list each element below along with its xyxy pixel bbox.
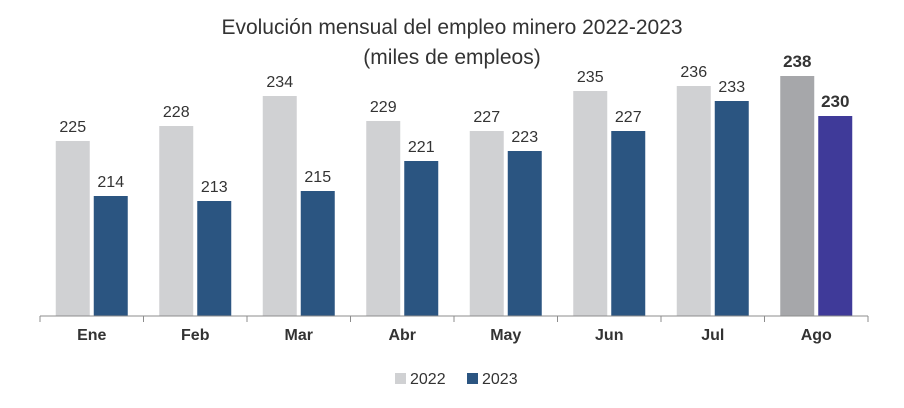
legend: 2022 2023 xyxy=(395,371,518,388)
chart-subtitle: (miles de empleos) xyxy=(363,46,540,69)
x-tick-label-jun: Jun xyxy=(595,327,623,344)
data-label-2022-jun: 235 xyxy=(577,69,604,86)
bar-2023-jun xyxy=(611,131,646,316)
bar-2022-feb xyxy=(159,126,194,316)
x-tick-label-mar: Mar xyxy=(285,327,313,344)
legend-label-2023: 2023 xyxy=(482,371,518,388)
data-label-2022-ene: 225 xyxy=(59,119,86,136)
x-axis: Ene Feb Mar Abr May Jun Jul Ago xyxy=(39,315,869,344)
bar-2022-abr xyxy=(366,121,401,316)
x-tick-label-jul: Jul xyxy=(701,327,724,344)
bar-2022-may xyxy=(469,131,504,316)
data-label-2023-feb: 213 xyxy=(201,179,228,196)
bar-2023-abr xyxy=(404,161,439,316)
x-tick-label-ene: Ene xyxy=(77,327,106,344)
bar-2022-mar xyxy=(262,96,297,316)
bar-2022-ago xyxy=(780,76,815,316)
bar-2023-feb xyxy=(197,201,232,316)
bar-2023-ago xyxy=(818,116,853,316)
bar-2023-ene xyxy=(93,196,128,316)
legend-swatch-2022 xyxy=(395,373,406,384)
x-tick-label-may: May xyxy=(490,327,521,344)
data-label-2023-abr: 221 xyxy=(408,139,435,156)
bar-2022-ene xyxy=(55,141,90,316)
data-label-2023-ene: 214 xyxy=(97,174,124,191)
data-label-2023-ago: 230 xyxy=(821,92,849,111)
x-tick-label-feb: Feb xyxy=(181,327,210,344)
data-label-2023-jun: 227 xyxy=(615,109,642,126)
data-label-2023-jul: 233 xyxy=(718,79,745,96)
legend-swatch-2023 xyxy=(467,373,478,384)
data-label-2022-abr: 229 xyxy=(370,99,397,116)
x-tick-label-ago: Ago xyxy=(801,327,832,344)
chart-title: Evolución mensual del empleo minero 2022… xyxy=(221,16,682,39)
data-label-2022-may: 227 xyxy=(473,109,500,126)
data-label-2022-ago: 238 xyxy=(783,52,811,71)
bar-2023-mar xyxy=(300,191,335,316)
bar-2023-may xyxy=(507,151,542,316)
data-label-2022-jul: 236 xyxy=(680,64,707,81)
legend-label-2022: 2022 xyxy=(410,371,446,388)
data-label-2022-feb: 228 xyxy=(163,104,190,121)
data-label-2023-mar: 215 xyxy=(304,169,331,186)
bar-2022-jun xyxy=(573,91,608,316)
data-label-2022-mar: 234 xyxy=(266,74,293,91)
bar-2022-jul xyxy=(676,86,711,316)
data-label-2023-may: 223 xyxy=(511,129,538,146)
bars-group: 225 214 228 213 234 215 229 221 227 223 235 227 236 2… xyxy=(55,52,853,316)
x-tick-label-abr: Abr xyxy=(388,327,416,344)
bar-2023-jul xyxy=(714,101,749,316)
